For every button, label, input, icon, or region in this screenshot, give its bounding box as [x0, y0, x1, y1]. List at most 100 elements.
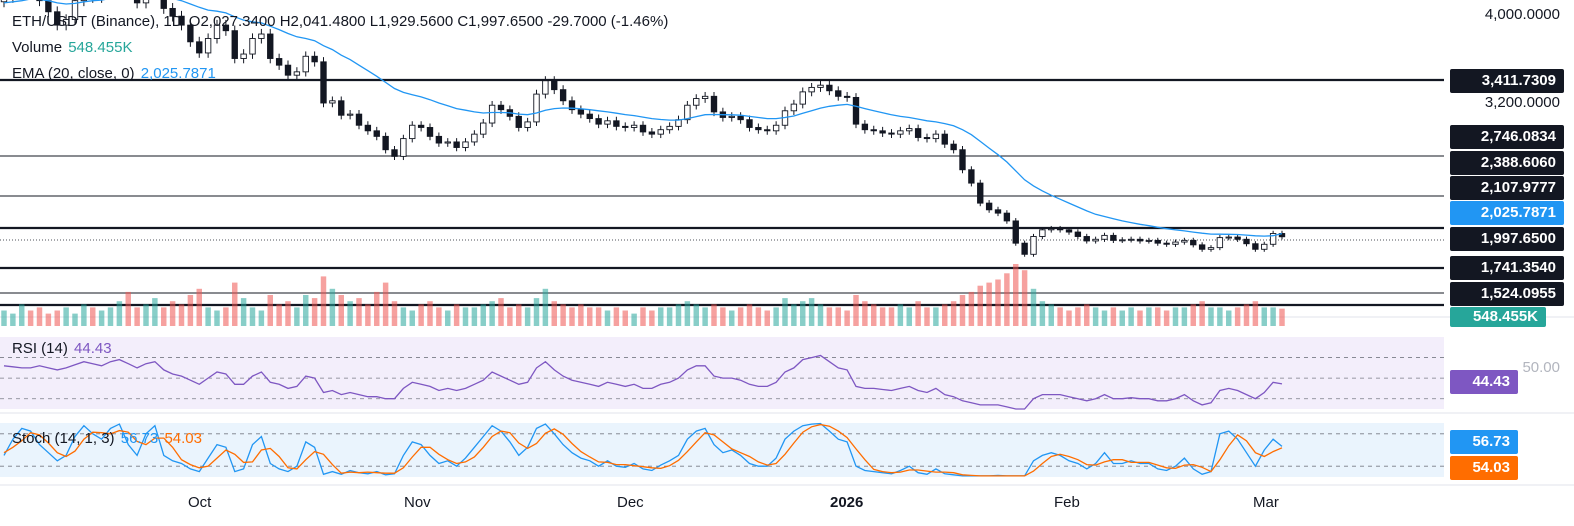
volume-bar	[1208, 307, 1214, 326]
volume-bar	[1030, 288, 1037, 326]
ema-legend[interactable]: EMA (20, close, 0) 2,025.7871	[12, 65, 218, 82]
volume-bar	[480, 304, 486, 326]
candle-up	[488, 104, 496, 124]
candle-down	[267, 33, 274, 59]
volume-bar	[1119, 310, 1125, 326]
candle-up	[630, 124, 638, 128]
volume-bar	[871, 304, 877, 326]
candle-down	[178, 15, 185, 26]
volume-bar	[347, 301, 353, 326]
candle-down	[1243, 238, 1250, 245]
volume-bar	[764, 310, 770, 326]
volume-bar	[1217, 307, 1223, 326]
volume-bar	[498, 298, 504, 326]
ema-price-box: 2,025.7871	[1450, 201, 1564, 225]
price-tick: 3,200.0000	[1484, 94, 1560, 111]
candle-up	[1119, 239, 1126, 242]
time-tick-oct: Oct	[188, 494, 212, 511]
level-label: 1,741.3540	[1450, 256, 1564, 280]
volume-bar	[1261, 307, 1267, 326]
candle-down	[595, 118, 602, 125]
rsi-value-box: 44.43	[1450, 370, 1518, 394]
volume-bar	[1190, 304, 1196, 326]
volume-legend[interactable]: Volume 548.455K	[12, 39, 134, 56]
volume-bar	[98, 310, 105, 326]
candle-up	[817, 84, 824, 88]
volume-bar	[152, 298, 158, 326]
volume-bar	[329, 288, 336, 326]
candle-up	[1216, 237, 1224, 249]
rsi-label: RSI (14)	[12, 340, 68, 357]
volume-bar	[737, 307, 744, 326]
symbol-legend[interactable]: ETH/USDT (Binance), 1D O2,027.3400 H2,04…	[12, 13, 670, 30]
volume-bar	[196, 288, 202, 326]
volume-bar	[1048, 304, 1054, 326]
candle-up	[444, 141, 451, 144]
level-label: 2,388.6060	[1450, 151, 1564, 175]
volume-bar	[746, 304, 753, 326]
candle-down	[764, 129, 771, 132]
candle-up	[0, 0, 8, 3]
candle-up	[701, 95, 709, 99]
volume-bar	[1234, 307, 1241, 326]
volume-bar	[977, 285, 983, 326]
volume-bar	[10, 313, 16, 326]
volume-bar	[702, 307, 708, 326]
candle-down	[870, 129, 877, 132]
time-tick-mar: Mar	[1253, 494, 1279, 511]
volume-bar	[1270, 307, 1276, 326]
volume-bar	[986, 282, 992, 326]
candle-up	[666, 125, 673, 131]
volume-bars	[1, 264, 1285, 326]
volume-bar	[1101, 310, 1108, 326]
candle-up	[1172, 241, 1179, 245]
candle-down	[1163, 242, 1170, 245]
volume-bar	[471, 307, 478, 326]
volume-bar	[888, 307, 895, 326]
rsi-level-label: 50.00	[1522, 359, 1560, 376]
symbol-title[interactable]: ETH/USDT (Binance), 1D	[12, 13, 183, 30]
volume-bar	[169, 301, 176, 326]
candle-up	[258, 33, 265, 39]
volume-bar	[826, 307, 833, 326]
candlesticks	[0, 0, 1286, 257]
stoch-label: Stoch (14, 1, 3)	[12, 430, 115, 447]
volume-bar	[240, 298, 247, 326]
stoch-k-line	[3, 422, 1283, 477]
volume-bar	[533, 298, 540, 326]
volume-bar	[995, 279, 1001, 326]
candle-up	[533, 93, 540, 123]
volume-bar	[675, 304, 682, 326]
volume-bar	[658, 307, 664, 326]
candle-down	[968, 169, 975, 184]
volume-bar	[906, 307, 912, 326]
volume-bar	[400, 307, 407, 326]
volume-bar	[516, 304, 522, 326]
candle-up	[249, 38, 256, 55]
volume-bar	[1092, 307, 1099, 326]
candle-up	[1127, 238, 1135, 241]
candle-down	[1190, 239, 1197, 246]
volume-bar	[453, 304, 460, 326]
volume-bar	[223, 307, 229, 326]
price-tick: 4,000.0000	[1484, 6, 1560, 23]
volume-bar	[569, 307, 575, 326]
candle-up	[1145, 239, 1153, 242]
volume-bar	[507, 307, 513, 326]
volume-bar	[1199, 301, 1205, 326]
time-tick-nov: Nov	[404, 494, 431, 511]
stoch-legend[interactable]: Stoch (14, 1, 3) 56.73 54.03	[12, 430, 204, 447]
volume-bar	[27, 310, 34, 326]
candle-down	[852, 96, 860, 125]
ohlc-values: O2,027.3400 H2,041.4800 L1,929.5600 C1,9…	[188, 13, 669, 30]
candle-up	[1207, 247, 1215, 250]
stoch-levels	[0, 433, 1444, 467]
candle-down	[923, 137, 931, 140]
candle-down	[613, 120, 620, 127]
volume-bar	[36, 307, 43, 326]
volume-bar	[817, 304, 824, 326]
volume-bar	[791, 304, 797, 326]
rsi-legend[interactable]: RSI (14) 44.43	[12, 340, 114, 357]
volume-bar	[897, 304, 904, 326]
